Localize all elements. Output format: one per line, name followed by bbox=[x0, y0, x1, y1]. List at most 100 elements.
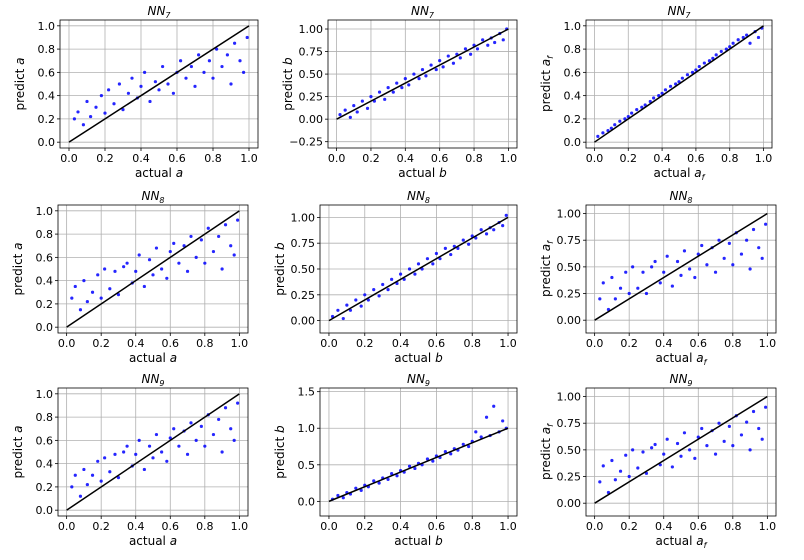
data-point bbox=[377, 90, 382, 94]
axes-frame bbox=[57, 387, 249, 517]
x-tick-label: 0.2 bbox=[356, 337, 374, 350]
data-point bbox=[189, 234, 193, 239]
axes-frame bbox=[585, 204, 777, 334]
x-tick-label: 1.0 bbox=[231, 337, 249, 350]
y-tick-label: 0.50 bbox=[557, 444, 582, 457]
data-point bbox=[693, 275, 697, 280]
x-tick-label: 0.6 bbox=[168, 152, 186, 165]
data-point bbox=[658, 281, 662, 285]
data-point bbox=[179, 59, 183, 63]
data-point bbox=[731, 263, 735, 267]
data-point bbox=[383, 97, 387, 101]
data-point bbox=[137, 438, 141, 442]
x-tick-label: 1.0 bbox=[759, 520, 777, 533]
data-point bbox=[631, 265, 635, 269]
identity-line bbox=[594, 395, 768, 504]
data-point bbox=[610, 275, 614, 280]
x-axis-label: actual b bbox=[394, 534, 443, 548]
subplot-2: 0.0 0.2 0.4 0.6 0.8 1.0 −0.25 0.00 0.25 0.50 0.75 1… bbox=[281, 4, 518, 180]
data-point bbox=[613, 478, 617, 482]
data-point bbox=[90, 473, 95, 477]
data-point bbox=[165, 459, 169, 463]
y-tick-label: 1.00 bbox=[291, 211, 316, 224]
data-point bbox=[395, 81, 399, 85]
x-tick-label: 0.0 bbox=[586, 152, 604, 165]
x-tick-label: 0.8 bbox=[724, 520, 742, 533]
data-point bbox=[493, 40, 497, 45]
x-tick-label: 0.6 bbox=[690, 520, 708, 533]
data-point bbox=[236, 218, 240, 222]
data-point bbox=[99, 94, 103, 98]
x-tick-label: 0.8 bbox=[196, 337, 214, 350]
data-point bbox=[714, 53, 718, 57]
x-tick-label: 0.8 bbox=[721, 152, 739, 165]
data-point bbox=[229, 82, 233, 86]
data-point bbox=[360, 99, 364, 103]
data-point bbox=[719, 49, 723, 54]
data-point bbox=[424, 74, 428, 78]
subplot-5: 0.0 0.2 0.4 0.6 0.8 1.0 0.00 0.25 0.50 0.75 1.00 NN… bbox=[273, 189, 518, 365]
y-tick-label: 0.25 bbox=[291, 289, 316, 302]
data-point bbox=[398, 272, 403, 276]
subplot-9: 0.0 0.2 0.4 0.6 0.8 1.0 0.00 0.25 0.50 0.75 1.00 NN… bbox=[539, 372, 777, 550]
y-axis-label: predict a bbox=[11, 242, 25, 295]
y-tick-label: 0.75 bbox=[557, 234, 582, 247]
data-point bbox=[194, 255, 198, 259]
data-point bbox=[413, 272, 417, 276]
data-point bbox=[717, 238, 721, 242]
data-point bbox=[407, 464, 412, 468]
data-point bbox=[728, 45, 732, 49]
data-point bbox=[134, 452, 138, 456]
identity-line bbox=[328, 216, 509, 322]
data-point bbox=[630, 111, 634, 115]
y-tick-label: 0.8 bbox=[564, 43, 582, 56]
data-point bbox=[73, 284, 77, 289]
data-point bbox=[724, 47, 728, 51]
data-point bbox=[636, 466, 640, 470]
y-tick-label: 0.2 bbox=[38, 113, 56, 126]
data-point bbox=[443, 246, 447, 250]
y-tick-label: 0.6 bbox=[36, 434, 54, 447]
subplot-4: 0.0 0.2 0.4 0.6 0.8 1.0 0.0 0.2 0.4 0.6 0.8 1.0 NN8 a… bbox=[11, 189, 249, 365]
x-tick-label: 0.6 bbox=[162, 520, 180, 533]
data-point bbox=[352, 104, 356, 108]
subplot-title: NN8 bbox=[669, 189, 692, 205]
data-point bbox=[641, 270, 645, 274]
data-point bbox=[134, 269, 138, 273]
data-point bbox=[618, 119, 622, 123]
data-point bbox=[601, 464, 605, 468]
data-point bbox=[220, 267, 224, 271]
data-point bbox=[154, 246, 159, 250]
x-tick-label: 0.0 bbox=[320, 337, 338, 350]
data-point bbox=[644, 291, 649, 296]
x-tick-label: 0.2 bbox=[96, 152, 114, 165]
y-tick-label: 0.50 bbox=[291, 263, 316, 276]
data-point bbox=[85, 482, 89, 487]
y-tick-label: 0.50 bbox=[299, 68, 324, 81]
data-point bbox=[407, 83, 411, 87]
x-tick-label: 0.2 bbox=[620, 337, 638, 350]
data-point bbox=[70, 485, 74, 489]
data-point bbox=[341, 316, 345, 321]
data-point bbox=[461, 442, 465, 446]
data-point bbox=[172, 427, 176, 431]
y-tick-label: 0.2 bbox=[36, 481, 54, 494]
data-point bbox=[403, 76, 407, 81]
data-point bbox=[640, 105, 644, 109]
x-tick-label: 1.0 bbox=[240, 152, 258, 165]
data-point bbox=[711, 56, 715, 61]
identity-line bbox=[328, 427, 509, 503]
data-point bbox=[206, 226, 210, 230]
data-point bbox=[203, 261, 207, 265]
data-point bbox=[662, 452, 666, 456]
y-tick-label: 0.00 bbox=[557, 497, 582, 510]
data-point bbox=[372, 479, 376, 483]
data-point bbox=[722, 439, 726, 443]
data-point bbox=[386, 288, 390, 292]
subplot-title: NN7 bbox=[411, 4, 435, 20]
data-point bbox=[653, 259, 657, 264]
x-tick-label: 0.0 bbox=[586, 520, 604, 533]
data-point bbox=[722, 256, 726, 260]
x-tick-label: 0.0 bbox=[328, 152, 346, 165]
data-point bbox=[96, 459, 100, 463]
